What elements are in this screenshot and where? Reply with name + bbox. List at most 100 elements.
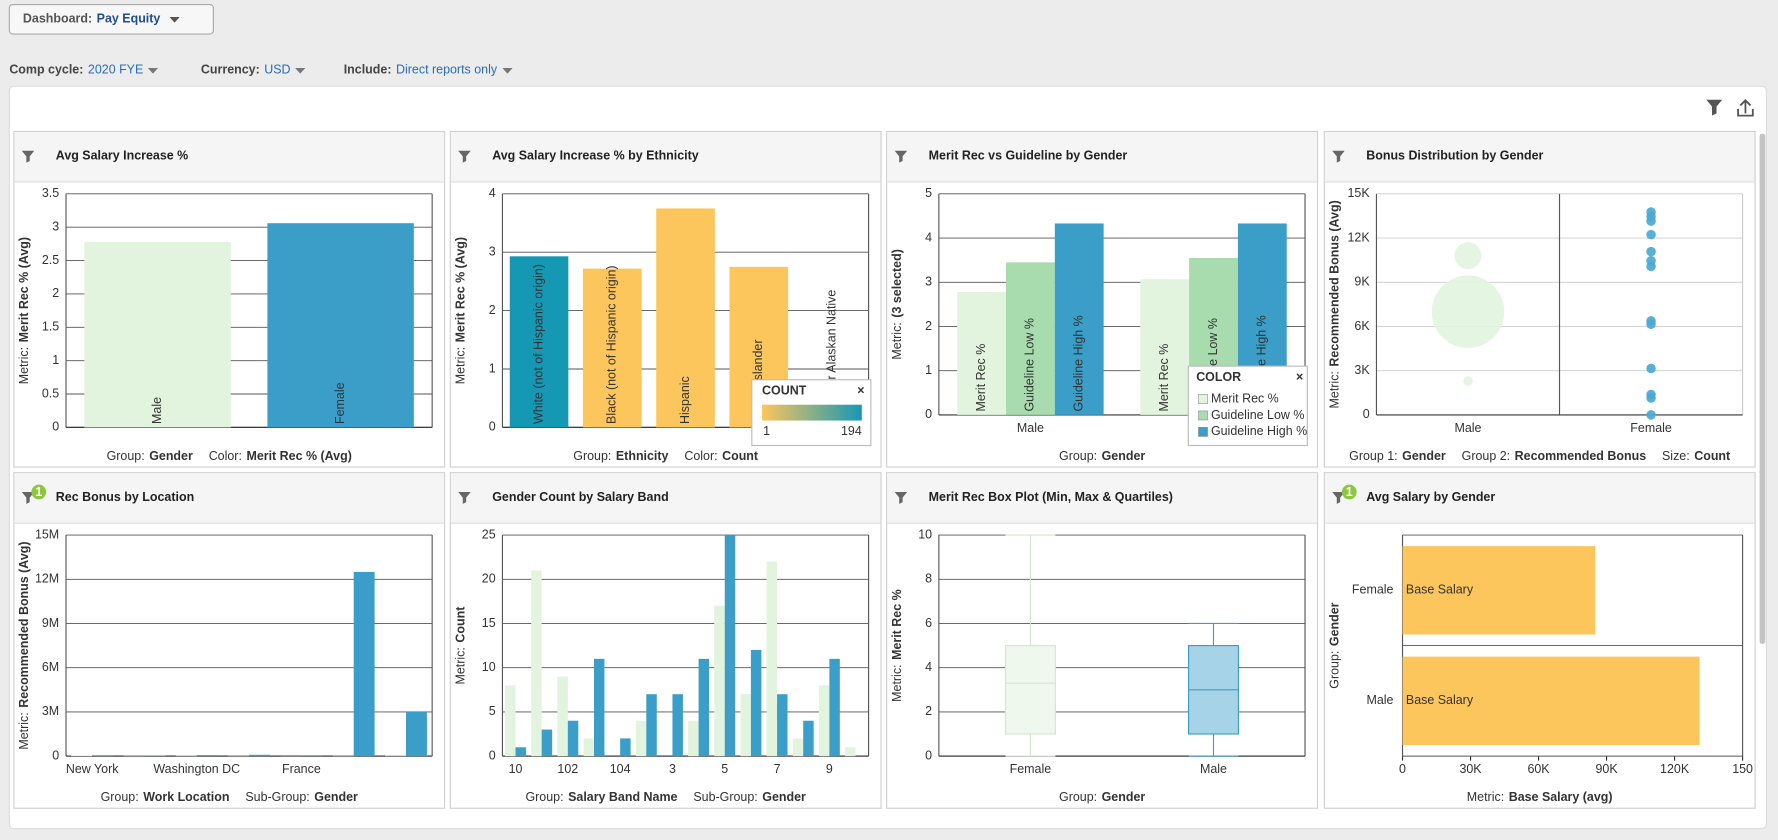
x-tick-label: France	[282, 762, 321, 776]
bar-series-label: Base Salary	[1406, 583, 1474, 597]
filter[interactable]: Include: Direct reports only	[344, 63, 498, 77]
bar	[1402, 656, 1700, 746]
bar	[567, 720, 579, 757]
panel-filter-icon[interactable]	[1332, 491, 1345, 504]
legend-swatch	[1198, 410, 1208, 421]
filter-part[interactable]: 2020 FYE	[88, 63, 143, 77]
panel-filter-icon[interactable]	[894, 150, 908, 163]
y-tick-label: Male	[1366, 693, 1393, 707]
bar-category-label: White (not of Hispanic origin)	[531, 264, 545, 424]
y-tick-label: 4	[925, 230, 932, 244]
bubble	[1646, 261, 1656, 272]
panel-header	[450, 473, 881, 524]
filter-badge	[31, 484, 47, 500]
bar-series-label: Guideline Low %	[1023, 318, 1037, 411]
footer-part: Ethnicity	[616, 449, 669, 463]
y-tick-label: 5	[925, 186, 932, 200]
y-tick-label: 3	[52, 220, 59, 234]
bar	[646, 694, 657, 757]
bubble	[1646, 216, 1656, 226]
panel-filter-icon[interactable]	[21, 491, 35, 504]
panel-filter-icon[interactable]	[894, 491, 908, 504]
dashboard-selector-part[interactable]: Pay Equity	[97, 12, 161, 26]
bar	[1402, 546, 1596, 635]
panel-title: Avg Salary Increase %	[56, 149, 188, 163]
panel-filter-icon[interactable]	[458, 150, 471, 163]
bubble	[1646, 393, 1656, 403]
export-button[interactable]	[1737, 99, 1754, 117]
legend-close[interactable]: ×	[1296, 370, 1303, 384]
y-tick-label: 1	[52, 353, 59, 367]
filter[interactable]: Comp cycle: 2020 FYE	[9, 63, 143, 77]
colorbar-close[interactable]: ×	[857, 383, 864, 397]
footer-part: Gender	[149, 449, 193, 463]
scrollbar[interactable]	[1759, 133, 1766, 644]
y-tick-label: 15M	[35, 527, 59, 541]
y-tick-label: 4	[489, 186, 496, 200]
x-tick-label: 30K	[1459, 762, 1482, 776]
x-tick-label: 3	[669, 762, 676, 776]
x-tick-label: Male	[1454, 421, 1481, 435]
panel-filter-icon[interactable]	[21, 150, 35, 163]
dashboard-selector-part[interactable]: Dashboard:	[23, 12, 92, 26]
filter-badge	[1341, 484, 1357, 500]
filter-part[interactable]: Include:	[344, 63, 392, 77]
y-tick-label: 0	[925, 748, 932, 762]
bar	[144, 755, 166, 757]
y-tick-label: 5	[489, 704, 496, 718]
footer-part: Group 1:	[1349, 449, 1397, 463]
bar	[698, 658, 710, 757]
y-axis-label: Metric: Recommended Bonus (Avg)	[1328, 200, 1342, 408]
bubble	[1463, 376, 1473, 386]
y-tick-label: 9M	[42, 616, 59, 630]
panel-header	[450, 132, 881, 182]
footer-part: Sub-Group:	[245, 790, 309, 804]
dashboard-button[interactable]	[8, 3, 214, 35]
y-axis-label-part: Metric:	[17, 347, 31, 384]
bar	[635, 720, 647, 757]
filter-part[interactable]: Currency:	[201, 63, 260, 77]
y-tick-label: 12M	[35, 572, 59, 586]
footer-part: Gender	[1102, 790, 1146, 804]
filter-part[interactable]: Direct reports only	[396, 63, 498, 77]
y-axis-label: Metric: Merit Rec % (Avg)	[454, 237, 468, 384]
bar	[582, 268, 642, 428]
y-axis-label-part: Group:	[1328, 651, 1342, 689]
footer-part: Group:	[107, 449, 145, 463]
panel-header	[1324, 473, 1755, 524]
bar	[957, 291, 1007, 415]
footer-part: Size:	[1662, 449, 1690, 463]
bar	[557, 676, 568, 757]
footer: Group: Gender Color: Merit Rec % (Avg)	[107, 449, 352, 463]
bar-series-label: Guideline High %	[1072, 315, 1086, 411]
bar	[71, 755, 93, 757]
filter-part[interactable]: Comp cycle:	[9, 63, 83, 77]
bar	[777, 694, 788, 757]
bar	[750, 650, 762, 757]
footer: Group: Gender	[1059, 449, 1145, 463]
panel-filter-icon[interactable]	[458, 491, 471, 504]
x-tick-label: 9	[826, 762, 833, 776]
panel-filter-icon[interactable]	[1332, 150, 1345, 163]
footer-part: Merit Rec % (Avg)	[246, 449, 351, 463]
footer-part: Group:	[1059, 790, 1097, 804]
legend-label: Guideline High %	[1211, 424, 1307, 438]
y-tick-label: 1.5	[42, 320, 59, 334]
filter[interactable]: Currency: USD	[201, 63, 291, 77]
x-tick-label: 150	[1732, 762, 1753, 776]
bar	[656, 208, 715, 428]
filter-button[interactable]	[1706, 99, 1723, 116]
bar	[1140, 279, 1190, 415]
y-tick-label: 4	[925, 660, 932, 674]
y-axis-label-part: Recommended Bonus (Avg)	[17, 541, 31, 707]
y-tick-label: 10	[918, 527, 932, 541]
footer-part: Count	[722, 449, 758, 463]
dropdown-caret	[295, 68, 306, 74]
x-tick-label: Male	[1200, 762, 1227, 776]
legend-label: Guideline Low %	[1211, 408, 1304, 422]
filter-badge-count: 1	[35, 485, 42, 499]
filter-part[interactable]: USD	[264, 63, 290, 77]
y-tick-label: 0	[925, 407, 932, 421]
dashboard-selector[interactable]: Dashboard: Pay Equity	[23, 12, 160, 26]
x-tick-label: 104	[610, 762, 631, 776]
